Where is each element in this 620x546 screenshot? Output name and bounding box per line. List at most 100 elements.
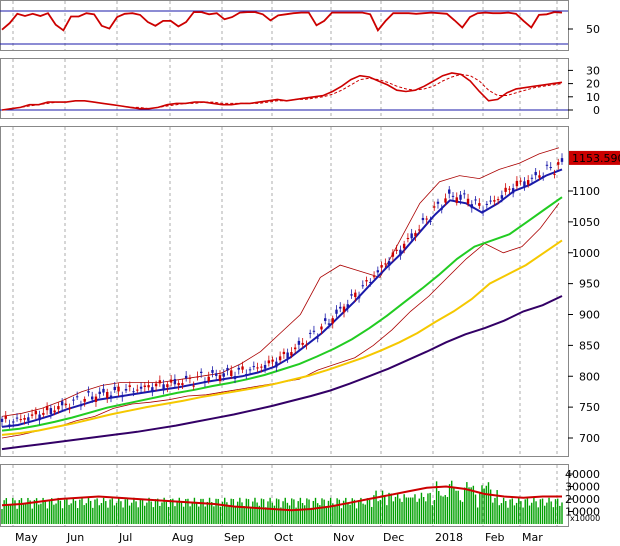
oscillator-2-line	[1, 73, 563, 111]
x-axis: May Jun Jul Aug Sep Oct Nov Dec 2018 Feb Mar	[15, 531, 543, 544]
panel-2-tick-label: 10	[586, 91, 600, 104]
candle-body	[166, 384, 169, 388]
candle-body	[87, 391, 90, 393]
candle-body	[406, 237, 410, 240]
candle-body	[278, 356, 282, 361]
candle-body	[433, 206, 436, 208]
candle-body	[391, 252, 395, 257]
candle-body	[121, 395, 124, 398]
candle-body	[177, 382, 180, 386]
candle-body	[169, 379, 173, 383]
candle-body	[49, 408, 53, 414]
moving-average-line	[1, 196, 563, 432]
candle-body	[496, 199, 500, 201]
candle-body	[128, 385, 131, 387]
candle-body	[335, 309, 338, 314]
candle-body	[203, 381, 207, 383]
candle-body	[384, 263, 387, 265]
candle-body	[267, 360, 271, 364]
candle-body	[252, 366, 256, 368]
candle-body	[372, 276, 376, 278]
candle-body	[113, 386, 116, 391]
candle-body	[448, 189, 451, 194]
candle-body	[354, 292, 357, 298]
x-tick-label: Feb	[485, 531, 504, 544]
candle-body	[218, 375, 222, 382]
candle-body	[34, 410, 38, 415]
candle-body	[455, 197, 458, 203]
volume-tick-label: 40000	[565, 468, 600, 481]
candle-body	[297, 340, 301, 345]
oscillator-1-panel	[0, 10, 568, 45]
candle-body	[350, 294, 353, 296]
candle-body	[305, 344, 308, 346]
oscillator-2-line	[1, 72, 563, 111]
price-tick-label: 800	[579, 370, 600, 383]
candle-body	[327, 323, 331, 325]
x-tick-label: 2018	[435, 531, 463, 544]
candle-body	[282, 351, 286, 355]
candle-body	[478, 203, 481, 206]
last-price-label: 1153.590	[572, 152, 620, 165]
panel-2-tick-label: 30	[586, 64, 600, 77]
bollinger-upper	[1, 147, 560, 417]
candle-body	[271, 359, 274, 362]
candle-body	[241, 366, 244, 370]
candle-body	[263, 364, 267, 369]
candle-body	[523, 181, 526, 187]
candle-body	[485, 203, 489, 205]
candle-body	[53, 410, 56, 413]
candle-body	[549, 167, 552, 169]
candle-body	[222, 373, 225, 377]
candle-body	[545, 164, 549, 166]
volume-tick-label: 20000	[565, 493, 600, 506]
candle-body	[474, 199, 477, 201]
price-tick-label: 850	[579, 339, 600, 352]
candle-body	[395, 249, 398, 251]
last-price-box	[569, 150, 620, 165]
candle-body	[530, 177, 534, 179]
candle-body	[459, 194, 462, 200]
candle-body	[286, 352, 289, 359]
price-panel: 1153.590	[0, 147, 620, 451]
candle-body	[275, 361, 278, 368]
candle-body	[470, 204, 473, 209]
candle-body	[320, 326, 323, 330]
candle-body	[515, 180, 519, 187]
candle-body	[410, 233, 413, 239]
candle-body	[38, 414, 41, 421]
candle-body	[417, 229, 421, 231]
candle-body	[290, 352, 293, 356]
candle-body	[357, 295, 361, 299]
candle-body	[387, 261, 391, 266]
candle-body	[331, 318, 334, 324]
candle-body	[143, 385, 147, 387]
candle-body	[23, 418, 26, 420]
x-tick-label: May	[15, 531, 38, 544]
candle-body	[500, 195, 504, 199]
candle-body	[12, 421, 15, 423]
candle-body	[124, 388, 128, 391]
candle-body	[365, 280, 368, 282]
price-tick-label: 1050	[572, 216, 600, 229]
x-tick-label: Oct	[274, 531, 294, 544]
x-tick-label: Aug	[172, 531, 193, 544]
candle-body	[436, 201, 440, 204]
panel-2-tick-label: 20	[586, 78, 600, 91]
candle-body	[207, 376, 210, 382]
candle-body	[68, 407, 71, 410]
candle-body	[316, 337, 319, 339]
price-tick-label: 700	[579, 432, 600, 445]
candle-body	[136, 389, 139, 391]
candle-body	[429, 220, 432, 222]
candle-body	[560, 158, 564, 162]
volume-panel	[1, 480, 563, 524]
candle-body	[30, 414, 34, 416]
candle-body	[553, 173, 556, 175]
candle-body	[312, 330, 316, 332]
candle-body	[106, 391, 109, 399]
candle-body	[0, 418, 4, 422]
candle-body	[557, 162, 560, 165]
candle-body	[380, 265, 383, 268]
volume-tick-label: 30000	[565, 481, 600, 494]
